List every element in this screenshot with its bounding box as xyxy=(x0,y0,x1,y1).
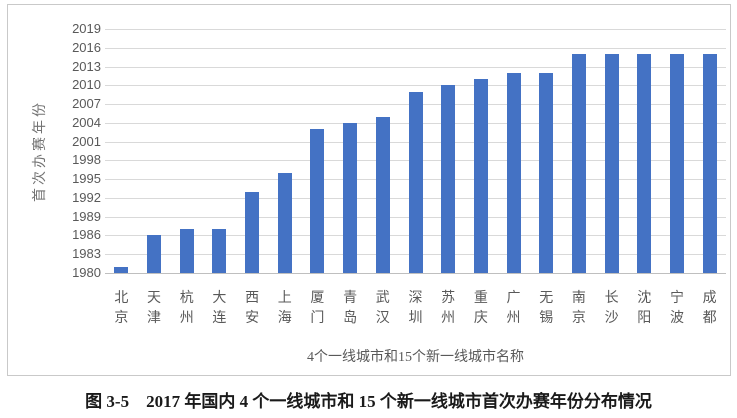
bar xyxy=(310,129,325,273)
gridline xyxy=(105,29,726,30)
bar xyxy=(539,72,554,273)
gridline xyxy=(105,85,726,87)
x-tick-label: 武汉 xyxy=(366,289,399,329)
y-tick-label: 2010 xyxy=(72,77,101,93)
bar xyxy=(441,85,456,273)
bar xyxy=(604,54,619,273)
gridline xyxy=(105,66,726,68)
x-tick-label: 西安 xyxy=(236,289,269,329)
x-tick-label-text: 苏州 xyxy=(441,291,456,326)
x-tick-label: 苏州 xyxy=(432,289,465,329)
x-tick-label-text: 上海 xyxy=(277,291,292,326)
y-tick-label: 1992 xyxy=(72,189,101,205)
x-tick-label: 南京 xyxy=(563,289,596,329)
x-tick-label-text: 重庆 xyxy=(473,291,488,326)
x-tick-label: 长沙 xyxy=(595,289,628,329)
bar xyxy=(245,191,260,273)
bar xyxy=(343,122,358,273)
y-tick-label: 2007 xyxy=(72,96,101,112)
x-tick-label-text: 厦门 xyxy=(310,291,325,326)
x-tick-label-text: 南京 xyxy=(571,291,586,326)
x-tick-label-text: 无锡 xyxy=(539,291,554,326)
x-axis-title: 4个一线城市和15个新一线城市名称 xyxy=(307,350,524,365)
bar xyxy=(179,229,194,273)
x-tick-label: 深圳 xyxy=(399,289,432,329)
figure-bar-chart: 首次办赛年份 1980 1983 1986 1989 1992 1995 1998 2001 2… xyxy=(7,4,731,376)
x-tick-label: 北京 xyxy=(105,289,138,329)
x-tick-label: 重庆 xyxy=(465,289,498,329)
bar xyxy=(669,54,684,273)
y-tick-label: 1998 xyxy=(72,152,101,168)
bar xyxy=(637,54,652,273)
x-tick-label-text: 成都 xyxy=(702,291,717,326)
bar xyxy=(375,116,390,273)
x-tick-label: 成都 xyxy=(693,289,726,329)
x-tick-label: 厦门 xyxy=(301,289,334,329)
x-tick-label: 沈阳 xyxy=(628,289,661,329)
x-tick-label-text: 杭州 xyxy=(179,291,194,326)
x-tick-label: 上海 xyxy=(268,289,301,329)
figure-caption: 图 3-5 2017 年国内 4 个一线城市和 15 个新一线城市首次办赛年份分… xyxy=(85,392,652,411)
gridline xyxy=(105,47,726,49)
x-tick-label: 广州 xyxy=(497,289,530,329)
y-tick-label: 2001 xyxy=(72,133,101,149)
bar xyxy=(114,266,129,273)
y-tick-label: 1980 xyxy=(72,265,101,280)
x-tick-label: 无锡 xyxy=(530,289,563,329)
x-tick-label: 大连 xyxy=(203,289,236,329)
y-tick-label: 2016 xyxy=(72,39,101,55)
plot-area xyxy=(105,29,726,274)
x-tick-label-text: 武汉 xyxy=(375,291,390,326)
bar xyxy=(212,229,227,273)
bar xyxy=(702,54,717,273)
x-tick-label: 宁波 xyxy=(661,289,694,329)
x-tick-label-text: 西安 xyxy=(245,291,260,326)
x-tick-label-text: 北京 xyxy=(114,291,129,326)
bar xyxy=(473,79,488,273)
y-tick-label: 2019 xyxy=(72,21,101,36)
bar xyxy=(277,172,292,273)
x-tick-label-text: 广州 xyxy=(506,291,521,326)
x-tick-label-text: 深圳 xyxy=(408,291,423,326)
x-tick-label: 天津 xyxy=(138,289,171,329)
x-tick-label-text: 天津 xyxy=(147,291,161,326)
x-tick-labels: 北京 天津 杭州 大连 西安 上海 厦门 青岛 武汉 深圳 苏州 重庆 广州 无锡 南京 长沙 沈阳 宁波 成都 xyxy=(105,289,726,333)
y-tick-label: 1983 xyxy=(72,246,101,262)
y-tick-label: 2013 xyxy=(72,58,101,74)
y-tick-label: 2004 xyxy=(72,114,101,130)
x-tick-label: 杭州 xyxy=(170,289,203,329)
bar xyxy=(506,72,521,273)
y-tick-labels: 1980 1983 1986 1989 1992 1995 1998 2001 2004 2007… xyxy=(8,21,101,280)
y-tick-label: 1989 xyxy=(72,208,101,224)
x-tick-label-text: 长沙 xyxy=(604,291,619,326)
x-tick-label-text: 青岛 xyxy=(343,291,358,326)
x-tick-label-text: 沈阳 xyxy=(637,291,652,326)
y-tick-label: 1986 xyxy=(72,227,101,243)
x-tick-label-text: 大连 xyxy=(212,291,227,326)
bar xyxy=(147,235,162,273)
bar xyxy=(571,54,586,273)
x-tick-label: 青岛 xyxy=(334,289,367,329)
bar xyxy=(408,91,423,273)
x-tick-label-text: 宁波 xyxy=(669,291,684,326)
y-tick-label: 1995 xyxy=(72,171,101,187)
